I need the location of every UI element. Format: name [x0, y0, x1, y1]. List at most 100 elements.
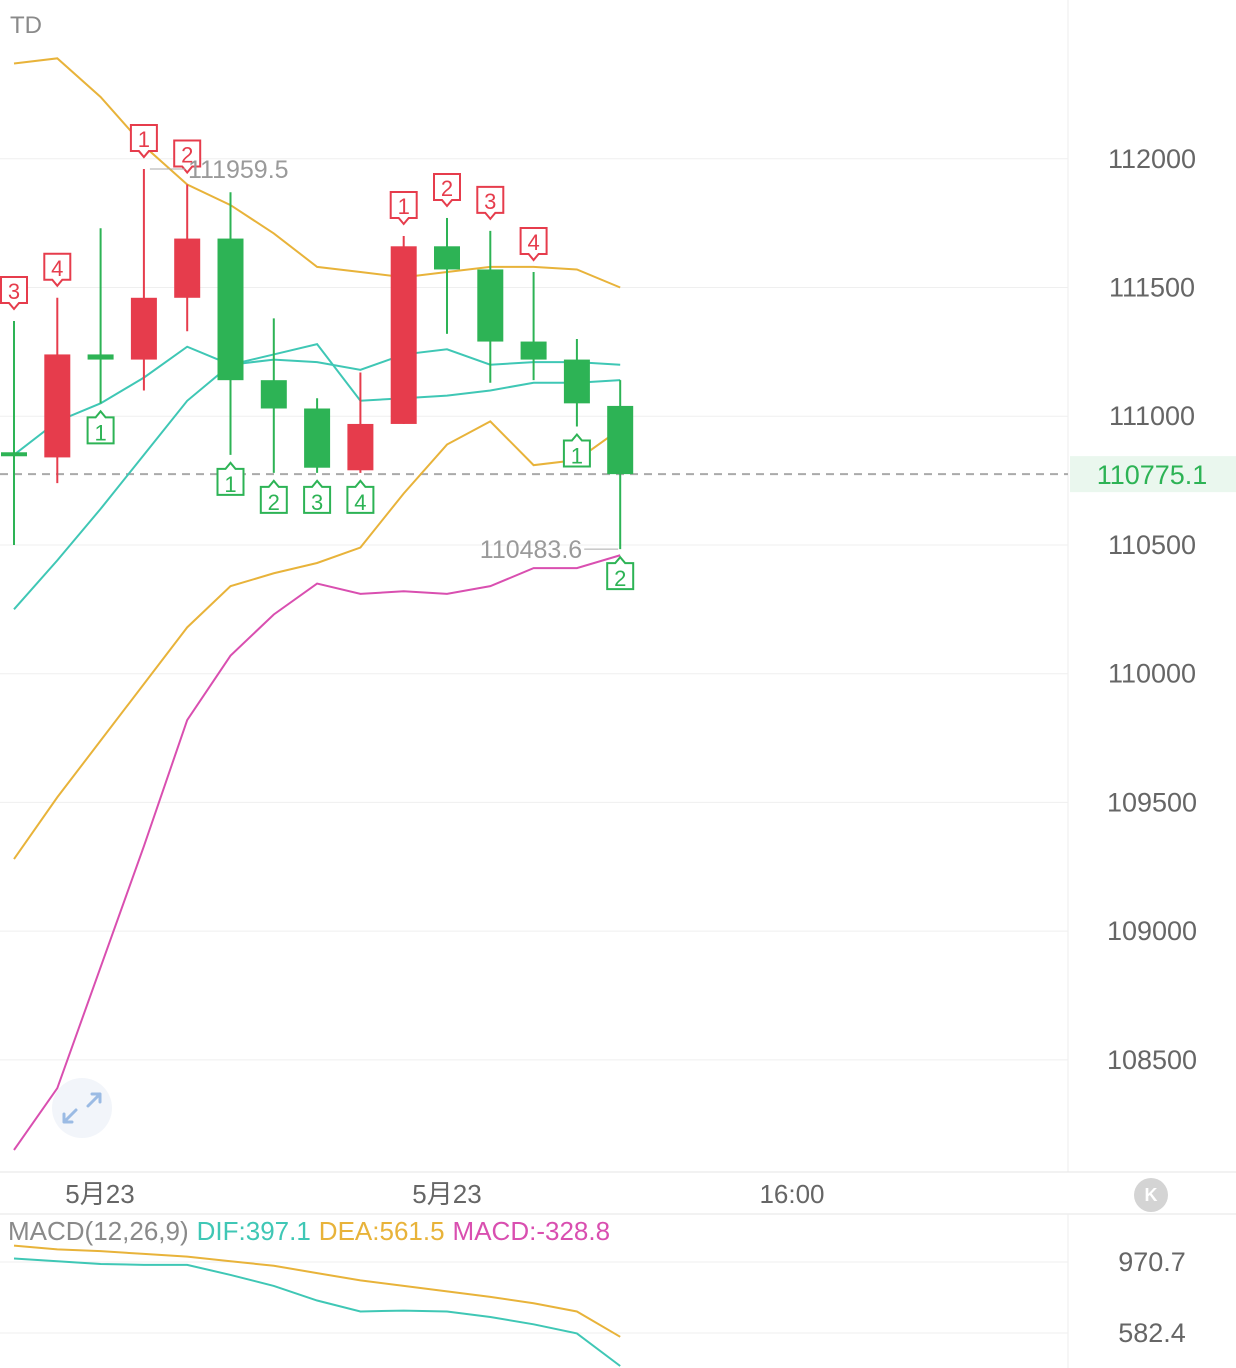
td-marker: 1 — [389, 190, 418, 226]
candle — [87, 228, 114, 404]
candle-body — [87, 354, 114, 360]
td-marker: 2 — [259, 479, 288, 515]
candle — [390, 235, 417, 424]
indicator-label: TD — [10, 12, 42, 39]
td-marker-label: 2 — [614, 566, 626, 591]
x-tick-label: 16:00 — [759, 1179, 824, 1209]
y-tick-label: 109500 — [1107, 787, 1197, 817]
candle — [260, 318, 287, 473]
td-marker-box — [433, 172, 461, 208]
td-marker-label: 1 — [138, 127, 150, 152]
td-marker-box — [303, 479, 332, 514]
candle-body — [260, 380, 287, 409]
y-tick-label: 108500 — [1107, 1045, 1197, 1075]
td-marker-label: 3 — [8, 279, 20, 304]
td-marker-label: 1 — [398, 194, 410, 219]
td-marker-box — [86, 409, 115, 445]
candle — [304, 398, 331, 473]
td-marker-label: 1 — [571, 444, 583, 469]
candle-body — [44, 354, 71, 458]
candle — [477, 230, 504, 383]
td-marker-box — [476, 185, 505, 221]
td-marker-box — [259, 479, 288, 514]
y-tick-label: 111500 — [1109, 272, 1195, 302]
candle — [217, 192, 244, 455]
candle-body — [563, 359, 590, 404]
y-tick-label: 112000 — [1108, 144, 1196, 174]
candle — [434, 217, 460, 334]
indicator-line-4 — [13, 554, 621, 1151]
expand-arrows-icon — [62, 1092, 102, 1124]
td-marker: 1 — [129, 124, 158, 159]
td-marker-box — [346, 479, 375, 514]
candle-body — [434, 246, 460, 270]
candle-body — [174, 238, 201, 298]
candle — [130, 169, 157, 391]
expand-chart-button[interactable] — [52, 1078, 112, 1138]
macd-line-0 — [13, 1244, 621, 1338]
macd-legend-name: MACD(12,26,9) — [8, 1216, 189, 1246]
macd-line-1 — [13, 1257, 621, 1367]
td-marker-label: 1 — [224, 472, 236, 497]
td-marker-box — [43, 252, 72, 288]
td-marker: 3 — [303, 479, 332, 515]
current-price-tag-bg — [1070, 456, 1236, 493]
candle-body — [217, 238, 244, 381]
td-marker: 1 — [216, 461, 245, 497]
high-price-label: 111959.5 — [188, 156, 289, 184]
td-marker-label: 3 — [311, 490, 323, 515]
td-marker: 3 — [476, 185, 505, 221]
td-marker: 2 — [173, 139, 202, 175]
td-marker-box — [606, 555, 635, 591]
td-marker-box — [129, 124, 158, 159]
low-price-label: 110483.6 — [480, 536, 582, 564]
td-marker: 2 — [433, 172, 461, 208]
td-marker-box — [519, 227, 548, 262]
td-marker-label: 2 — [181, 143, 193, 168]
macd-y-tick-label: 582.4 — [1118, 1318, 1186, 1348]
td-marker-box — [173, 139, 202, 175]
td-marker-box — [562, 432, 591, 468]
macd-legend: MACD(12,26,9) DIF:397.1 DEA:561.5 MACD:-328… — [8, 1216, 618, 1247]
indicator-line-0 — [13, 57, 621, 289]
x-tick-label: 5月23 — [412, 1179, 481, 1209]
td-marker-box — [389, 190, 418, 226]
candle — [174, 184, 201, 332]
td-marker: 4 — [519, 227, 548, 262]
kline-toggle-button[interactable]: K — [1134, 1178, 1168, 1212]
candle — [520, 272, 547, 381]
indicator-line-3 — [13, 420, 621, 860]
td-marker: 3 — [0, 275, 28, 311]
indicator-line-1 — [13, 345, 621, 456]
candle — [563, 338, 590, 427]
td-marker-label: 3 — [484, 189, 496, 214]
candle-body — [477, 269, 504, 342]
macd-y-tick-label: 970.7 — [1118, 1247, 1186, 1277]
td-marker-label: 4 — [51, 256, 63, 281]
macd-legend-dea: DEA:561.5 — [318, 1216, 445, 1246]
y-tick-label: 109000 — [1107, 916, 1197, 946]
td-marker-label: 2 — [441, 176, 453, 201]
td-marker: 4 — [43, 252, 72, 288]
candle — [347, 372, 374, 473]
td-marker-box — [216, 461, 245, 496]
macd-legend-macd: MACD:-328.8 — [452, 1216, 611, 1246]
indicator-line-2 — [13, 343, 621, 610]
td-marker-label: 4 — [527, 230, 539, 255]
candle-body — [390, 246, 417, 424]
y-tick-label: 110000 — [1108, 659, 1196, 689]
td-marker-label: 4 — [354, 490, 366, 515]
candle-body — [607, 405, 634, 475]
x-tick-label: 5月23 — [65, 1179, 134, 1209]
candle — [607, 380, 634, 550]
candle-body — [1, 452, 27, 457]
td-marker: 2 — [606, 555, 635, 591]
y-tick-label: 110500 — [1108, 530, 1196, 560]
candle-body — [130, 297, 157, 360]
td-marker: 4 — [346, 479, 375, 515]
candle-body — [304, 408, 331, 468]
td-marker: 1 — [86, 409, 115, 445]
candle — [44, 297, 71, 484]
td-marker-box — [0, 275, 28, 311]
